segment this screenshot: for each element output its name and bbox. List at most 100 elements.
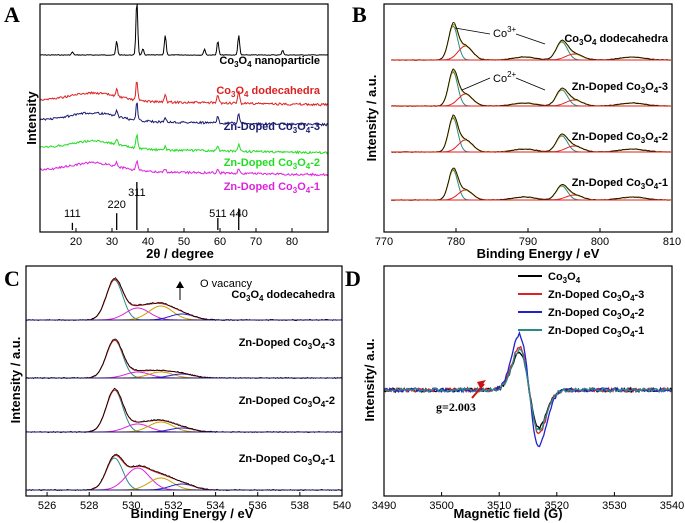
xrd-series-label-0: Co3O4 nanoparticle bbox=[219, 55, 320, 69]
ylabel-c: Intensity / a.u. bbox=[8, 337, 23, 424]
xps-o-label-0-part: Co bbox=[231, 289, 246, 301]
xrd-series-label-0-part: nanoparticle bbox=[252, 55, 320, 67]
xps-o-component-0-1 bbox=[47, 307, 258, 321]
epr-legend-label-1-part: 4 bbox=[630, 294, 635, 303]
epr-legend-label-3: Zn-Doped Co3O4-1 bbox=[548, 325, 644, 339]
xrd-series-label-3-part: Zn-Doped Co bbox=[224, 157, 293, 169]
panel-label-c: C bbox=[4, 266, 20, 291]
epr-legend-label-3-part: Zn-Doped Co bbox=[548, 325, 617, 337]
panel-a-x-tick-label-3: 50 bbox=[178, 236, 190, 248]
panel-b-frame bbox=[383, 3, 673, 233]
co-annotation-arrow-3 bbox=[515, 77, 546, 91]
xps-o-component-0-2 bbox=[47, 305, 258, 321]
epr-legend-label-2-part: Zn-Doped Co bbox=[548, 307, 617, 319]
xps-o-label-1-part: O bbox=[312, 337, 321, 349]
xps-co-label-1-part: 3 bbox=[641, 86, 646, 95]
xrd-series-label-1-part: O bbox=[235, 85, 244, 97]
panel-a-x-tick-label-6: 80 bbox=[286, 236, 298, 248]
xrd-series-label-0-part: 3 bbox=[234, 60, 239, 69]
panel-b-x-tick-label-4: 810 bbox=[663, 236, 681, 248]
panel-d-x-tick-label-0: 3490 bbox=[372, 500, 396, 512]
xps-o-component-2-1 bbox=[47, 423, 258, 433]
xrd-series-4 bbox=[39, 159, 329, 177]
ref-line-label-3: 511 bbox=[209, 208, 227, 220]
xps-o-component-2-0 bbox=[47, 389, 258, 433]
xrd-series-label-4-part: O bbox=[297, 181, 306, 193]
xps-o-label-2-part: O bbox=[312, 395, 321, 407]
xps-o-label-0-part: O bbox=[250, 289, 259, 301]
xrd-series-label-3-part: -2 bbox=[310, 157, 320, 169]
xps-co-label-3-part: 3 bbox=[641, 182, 646, 191]
xrd-series-label-0-part: 4 bbox=[247, 60, 252, 69]
epr-legend-label-2-part: -2 bbox=[635, 307, 645, 319]
panel-d-x-tick-label-1: 3500 bbox=[429, 500, 453, 512]
xps-o-label-2-part: Zn-Doped Co bbox=[239, 395, 308, 407]
xrd-series-label-0-part: Co bbox=[219, 55, 234, 67]
xrd-series-label-4-part: Zn-Doped Co bbox=[224, 181, 293, 193]
epr-legend-label-0-part: 3 bbox=[563, 276, 568, 285]
panel-c-x-tick-label-1: 528 bbox=[80, 500, 98, 512]
xrd-series-0 bbox=[40, 4, 329, 56]
xps-o-label-1-part: -3 bbox=[325, 337, 335, 349]
xps-o-label-1-part: Zn-Doped Co bbox=[239, 337, 308, 349]
xps-co-label-0-part: dodecahedra bbox=[596, 33, 668, 45]
co-annotation-arrow-2 bbox=[461, 77, 491, 91]
panel-c-x-tick-label-6: 538 bbox=[291, 500, 309, 512]
panel-a-frame bbox=[39, 3, 329, 233]
epr-legend-label-3-part: 3 bbox=[617, 330, 622, 339]
xrd-series-label-3-part: 4 bbox=[306, 162, 311, 171]
xps-co-label-3-part: Zn-Doped Co bbox=[572, 177, 641, 189]
panel-c-x-tick-label-0: 526 bbox=[38, 500, 56, 512]
ref-line-label-4: 440 bbox=[230, 208, 248, 220]
xps-co-label-2-part: -2 bbox=[658, 131, 668, 143]
ylabel-a: Intensity bbox=[24, 91, 39, 145]
panel-c-x-tick-label-2: 530 bbox=[122, 500, 140, 512]
xlabel-a: 2θ / degree bbox=[146, 246, 214, 261]
epr-legend-label-2-part: O bbox=[622, 307, 631, 319]
panel-b-x-tick-label-3: 800 bbox=[591, 236, 609, 248]
xps-o-label-0-part: 4 bbox=[259, 294, 264, 303]
xrd-series-label-4-part: 4 bbox=[306, 186, 311, 195]
co3-annotation-sup: 3+ bbox=[507, 25, 516, 34]
xps-co-label-2-part: 4 bbox=[654, 136, 659, 145]
o-vacancy-label: O vacancy bbox=[200, 278, 252, 290]
xps-o-label-1-part: 3 bbox=[308, 342, 313, 351]
xps-o-label-3-part: 3 bbox=[308, 458, 313, 467]
epr-legend-label-1-part: 3 bbox=[617, 294, 622, 303]
co-annotation-arrow-1 bbox=[515, 33, 546, 45]
xps-o-label-3-part: -1 bbox=[325, 453, 335, 465]
ylabel-d: Intensity/ a.u. bbox=[362, 338, 377, 421]
xps-co-label-2: Zn-Doped Co3O4-2 bbox=[572, 131, 668, 145]
xrd-series-label-2-part: 4 bbox=[306, 126, 311, 135]
xps-co-label-2-part: Zn-Doped Co bbox=[572, 131, 641, 143]
ref-line-label-1: 220 bbox=[108, 199, 126, 211]
xrd-series-label-2-part: Zn-Doped Co bbox=[224, 121, 293, 133]
xrd-series-label-1-part: 3 bbox=[231, 90, 236, 99]
xrd-series-label-3: Zn-Doped Co3O4-2 bbox=[224, 157, 320, 171]
xps-o-label-0: Co3O4 dodecahedra bbox=[231, 289, 336, 303]
epr-legend-label-3-part: O bbox=[622, 325, 631, 337]
xps-co-label-3: Zn-Doped Co3O4-1 bbox=[572, 177, 668, 191]
xps-o-label-0-part: 3 bbox=[246, 294, 251, 303]
panel-d-frame bbox=[383, 265, 673, 497]
xlabel-d: Magnetic field (G) bbox=[453, 506, 562, 521]
panel-c-x-tick-label-7: 540 bbox=[333, 500, 351, 512]
panel-c-x-tick-label-3: 532 bbox=[164, 500, 182, 512]
o-vacancy-arrowhead bbox=[176, 281, 184, 288]
epr-legend-label-1-part: O bbox=[622, 289, 631, 301]
panel-label-d: D bbox=[345, 266, 361, 291]
panel-b-x-tick-label-0: 770 bbox=[375, 236, 393, 248]
epr-legend-label-1-part: Zn-Doped Co bbox=[548, 289, 617, 301]
panel-d-x-tick-label-2: 3510 bbox=[487, 500, 511, 512]
epr-legend-label-1-part: -3 bbox=[635, 289, 645, 301]
xps-co-label-1-part: -3 bbox=[658, 81, 668, 93]
epr-legend-label-0-part: O bbox=[567, 271, 576, 283]
xrd-series-label-2-part: -3 bbox=[310, 121, 320, 133]
xrd-series-label-4-part: -1 bbox=[310, 181, 320, 193]
epr-legend-label-0: Co3O4 bbox=[548, 271, 581, 285]
xps-o-label-3-part: Zn-Doped Co bbox=[239, 453, 308, 465]
xrd-series-label-2: Zn-Doped Co3O4-3 bbox=[224, 121, 320, 135]
xps-co-label-3-part: O bbox=[645, 177, 654, 189]
